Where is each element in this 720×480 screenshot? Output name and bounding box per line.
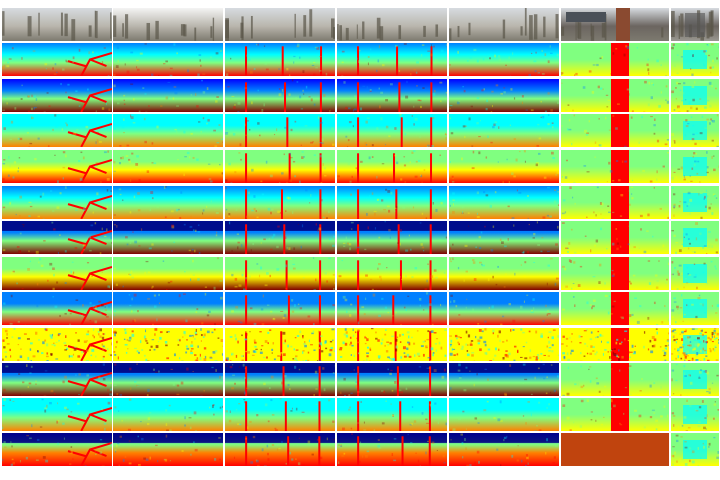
depth-map-grassland-tree-row-11: [449, 363, 559, 396]
depth-map-vineyard-bare-trees-row-5: [337, 150, 447, 183]
depth-map-open-field-road-row-7: [113, 221, 223, 254]
depth-map-grassland-tree-row-5: [449, 150, 559, 183]
depth-map-vineyard-bare-trees-row-7: [337, 221, 447, 254]
depth-map-tree-branches-outdoor-row-2: [2, 43, 112, 76]
depth-map-building-facade-pillar-row-8: [561, 257, 669, 290]
depth-map-vineyard-bare-trees-row-9: [337, 292, 447, 325]
depth-map-open-field-road-row-2: [113, 43, 223, 76]
depth-map-tree-branches-outdoor-row-5: [2, 150, 112, 183]
depth-map-vineyard-bare-trees-row-13: [337, 433, 447, 466]
depth-map-building-facade-pillar-row-12: [561, 398, 669, 431]
depth-map-tree-branches-outdoor-row-12: [2, 398, 112, 431]
rgb-image-residential-street-trees-row-1: [225, 8, 335, 41]
depth-map-tree-branches-outdoor-row-13: [2, 433, 112, 466]
depth-map-tree-branches-outdoor-row-8: [2, 257, 112, 290]
rgb-image-vineyard-bare-trees-row-1: [337, 8, 447, 41]
depth-map-vineyard-bare-trees-row-6: [337, 186, 447, 219]
rgb-image-building-facade-pillar-row-1: [561, 8, 669, 41]
depth-map-tree-branches-outdoor-row-9: [2, 292, 112, 325]
depth-map-grassland-tree-row-8: [449, 257, 559, 290]
depth-map-residential-street-trees-row-12: [225, 398, 335, 431]
depth-map-building-facade-pillar-row-11: [561, 363, 669, 396]
depth-map-indoor-doorway-row-13: [671, 433, 719, 466]
depth-map-indoor-doorway-row-11: [671, 363, 719, 396]
depth-map-open-field-road-row-10: [113, 328, 223, 361]
depth-map-residential-street-trees-row-5: [225, 150, 335, 183]
depth-map-indoor-doorway-row-4: [671, 114, 719, 147]
depth-map-open-field-road-row-5: [113, 150, 223, 183]
depth-map-building-facade-pillar-row-4: [561, 114, 669, 147]
depth-map-open-field-road-row-12: [113, 398, 223, 431]
rgb-image-indoor-doorway-row-1: [671, 8, 719, 41]
depth-map-building-facade-pillar-row-7: [561, 221, 669, 254]
depth-map-grassland-tree-row-9: [449, 292, 559, 325]
depth-map-residential-street-trees-row-2: [225, 43, 335, 76]
depth-map-grassland-tree-row-3: [449, 79, 559, 112]
depth-map-grassland-tree-row-10: [449, 328, 559, 361]
depth-map-tree-branches-outdoor-row-6: [2, 186, 112, 219]
depth-map-building-facade-pillar-row-3: [561, 79, 669, 112]
depth-map-building-facade-pillar-row-13: [561, 433, 669, 466]
rgb-image-open-field-road-row-1: [113, 8, 223, 41]
depth-map-indoor-doorway-row-2: [671, 43, 719, 76]
depth-map-vineyard-bare-trees-row-8: [337, 257, 447, 290]
depth-map-vineyard-bare-trees-row-2: [337, 43, 447, 76]
depth-map-tree-branches-outdoor-row-7: [2, 221, 112, 254]
depth-map-grassland-tree-row-4: [449, 114, 559, 147]
depth-map-grassland-tree-row-6: [449, 186, 559, 219]
depth-map-indoor-doorway-row-10: [671, 328, 719, 361]
depth-map-grassland-tree-row-7: [449, 221, 559, 254]
depth-map-open-field-road-row-4: [113, 114, 223, 147]
depth-map-building-facade-pillar-row-6: [561, 186, 669, 219]
depth-map-residential-street-trees-row-9: [225, 292, 335, 325]
depth-map-vineyard-bare-trees-row-12: [337, 398, 447, 431]
depth-map-residential-street-trees-row-13: [225, 433, 335, 466]
rgb-image-tree-branches-outdoor-row-1: [2, 8, 112, 41]
depth-map-residential-street-trees-row-6: [225, 186, 335, 219]
depth-map-building-facade-pillar-row-10: [561, 328, 669, 361]
depth-map-building-facade-pillar-row-9: [561, 292, 669, 325]
depth-map-open-field-road-row-13: [113, 433, 223, 466]
depth-map-open-field-road-row-3: [113, 79, 223, 112]
depth-map-residential-street-trees-row-10: [225, 328, 335, 361]
depth-map-vineyard-bare-trees-row-4: [337, 114, 447, 147]
depth-map-indoor-doorway-row-7: [671, 221, 719, 254]
depth-map-building-facade-pillar-row-2: [561, 43, 669, 76]
depth-map-residential-street-trees-row-7: [225, 221, 335, 254]
depth-map-tree-branches-outdoor-row-10: [2, 328, 112, 361]
depth-map-open-field-road-row-11: [113, 363, 223, 396]
depth-map-grassland-tree-row-2: [449, 43, 559, 76]
depth-map-tree-branches-outdoor-row-11: [2, 363, 112, 396]
depth-map-indoor-doorway-row-5: [671, 150, 719, 183]
depth-map-indoor-doorway-row-6: [671, 186, 719, 219]
depth-map-indoor-doorway-row-3: [671, 79, 719, 112]
depth-map-residential-street-trees-row-11: [225, 363, 335, 396]
depth-map-open-field-road-row-6: [113, 186, 223, 219]
depth-map-indoor-doorway-row-9: [671, 292, 719, 325]
depth-map-vineyard-bare-trees-row-3: [337, 79, 447, 112]
depth-map-tree-branches-outdoor-row-3: [2, 79, 112, 112]
depth-map-indoor-doorway-row-8: [671, 257, 719, 290]
depth-map-open-field-road-row-8: [113, 257, 223, 290]
depth-map-open-field-road-row-9: [113, 292, 223, 325]
depth-map-residential-street-trees-row-3: [225, 79, 335, 112]
rgb-image-grassland-tree-row-1: [449, 8, 559, 41]
depth-map-grassland-tree-row-13: [449, 433, 559, 466]
depth-map-tree-branches-outdoor-row-4: [2, 114, 112, 147]
depth-map-residential-street-trees-row-8: [225, 257, 335, 290]
depth-map-grassland-tree-row-12: [449, 398, 559, 431]
depth-map-indoor-doorway-row-12: [671, 398, 719, 431]
depth-map-vineyard-bare-trees-row-10: [337, 328, 447, 361]
depth-map-vineyard-bare-trees-row-11: [337, 363, 447, 396]
depth-map-building-facade-pillar-row-5: [561, 150, 669, 183]
depth-map-residential-street-trees-row-4: [225, 114, 335, 147]
